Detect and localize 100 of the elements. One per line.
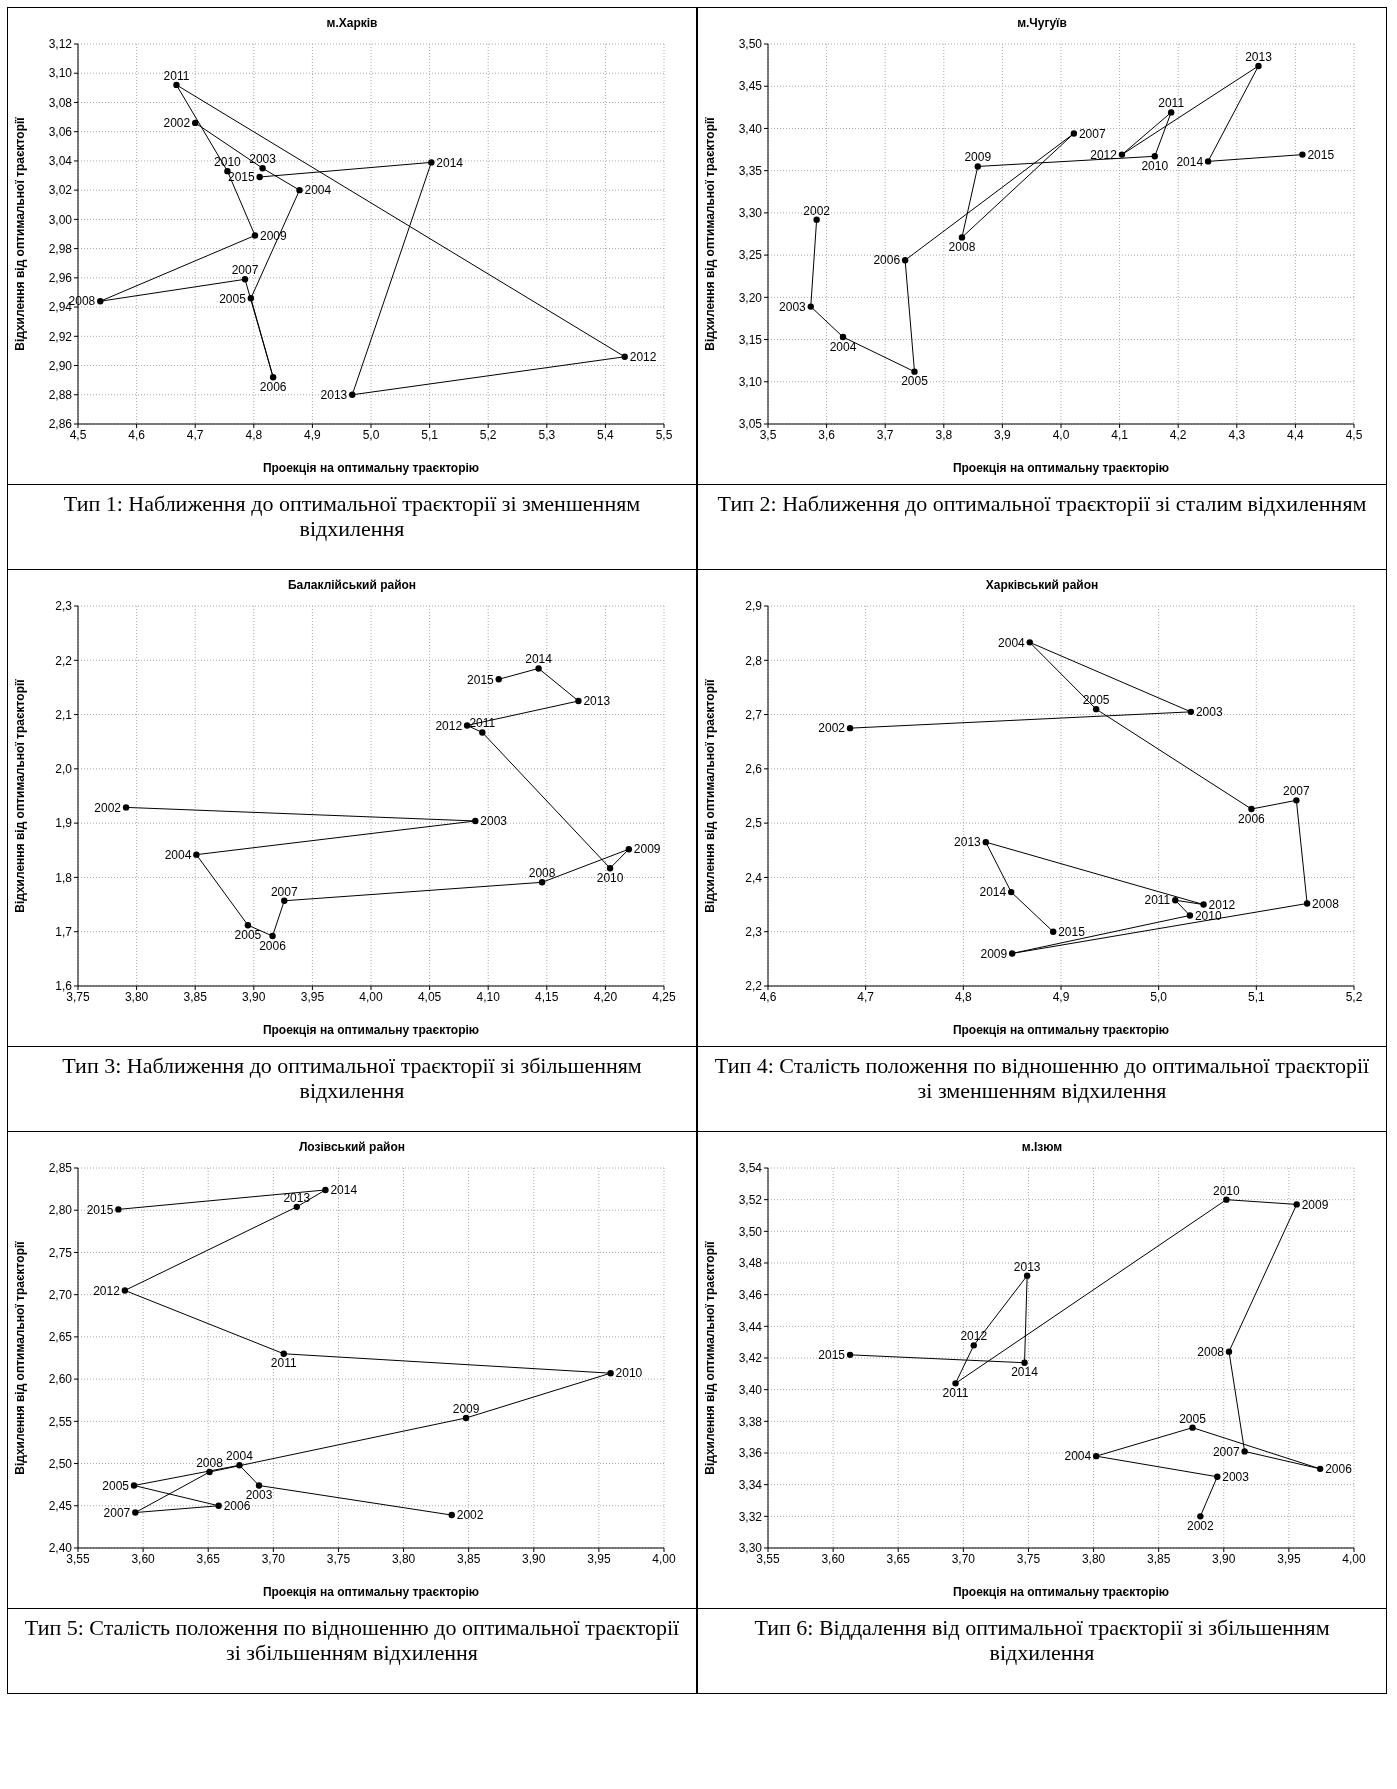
annotation: 2002	[94, 800, 122, 815]
y-tick-label: 3,15	[738, 332, 763, 347]
annotation: 2013	[954, 835, 982, 850]
annotation: 2013	[283, 1190, 311, 1205]
y-tick-label: 2,4	[745, 870, 763, 885]
y-tick-label: 2,0	[55, 762, 73, 777]
y-tick-label: 3,38	[738, 1414, 763, 1429]
x-tick-label: 5,1	[421, 427, 439, 442]
chart-title: м.Харків	[325, 15, 379, 32]
annotation: 2009	[452, 1401, 480, 1416]
annotation: 2012	[435, 718, 463, 733]
annotation: 2007	[1212, 1444, 1240, 1459]
y-tick-label: 3,12	[48, 37, 73, 52]
annotation: 2014	[979, 885, 1007, 900]
y-tick-label: 3,10	[48, 66, 73, 81]
text: Тип 4: Сталість положення по відношенню до оптимальної траєкторії зі зменшенням відхилення	[714, 1053, 1370, 1104]
x-tick-label: 3,70	[951, 1551, 976, 1566]
x-tick-label: 3,80	[1081, 1551, 1106, 1566]
x-tick-label: 5,0	[362, 427, 380, 442]
x-tick-label: 5,2	[479, 427, 497, 442]
y-tick-label: 3,36	[738, 1446, 763, 1461]
y-tick-label: 2,8	[745, 653, 763, 668]
y-tick-label: 3,40	[738, 1382, 763, 1397]
annotation: 2004	[1064, 1449, 1092, 1464]
annotation: 2004	[829, 339, 857, 354]
annotation: 2003	[249, 152, 277, 167]
y-tick-label: 3,50	[738, 37, 763, 52]
annotation: 2008	[1197, 1344, 1225, 1359]
annotation: 2002	[803, 203, 831, 218]
y-tick-label: 2,45	[48, 1499, 73, 1514]
x-tick-label: 4,00	[359, 989, 383, 1004]
x-tick-label: 4,25	[652, 989, 676, 1004]
chart-title: Лозівський район	[297, 1139, 407, 1156]
annotation: 2002	[818, 721, 846, 736]
annotation: 2010	[615, 1366, 643, 1381]
x-tick-label: 4,9	[1052, 989, 1070, 1004]
annotation: 2012	[629, 350, 657, 365]
y-tick-label: 2,3	[745, 924, 763, 939]
annotation: 2005	[219, 291, 247, 306]
annotation: 2005	[901, 374, 929, 389]
x-tick-label: 3,9	[994, 427, 1012, 442]
y-tick-label: 2,60	[48, 1372, 73, 1387]
chart-title: Балаклійський район	[286, 577, 418, 594]
x-tick-label: 4,00	[652, 1551, 676, 1566]
y-tick-label: 3,10	[738, 375, 763, 390]
x-tick-label: 4,20	[593, 989, 618, 1004]
annotation: 2015	[467, 672, 495, 687]
annotation: 2015	[227, 170, 255, 185]
x-tick-label: 4,6	[128, 427, 146, 442]
y-tick-label: 2,75	[48, 1245, 73, 1260]
x-axis-title: Проекція на оптимальну траєкторію	[262, 1023, 480, 1037]
annotation: 2009	[259, 228, 287, 243]
y-axis-title: Відхилення від оптимальної траєкторії	[703, 1240, 718, 1475]
y-tick-label: 2,85	[48, 1161, 73, 1176]
x-tick-label: 4,5	[1345, 427, 1363, 442]
text: Тип 6: Віддалення від оптимальної траєкторії зі збільшенням відхилення	[753, 1615, 1331, 1666]
x-tick-label: 3,75	[326, 1551, 351, 1566]
x-axis-title: Проекція на оптимальну траєкторію	[952, 1023, 1170, 1037]
x-tick-label: 5,2	[1345, 989, 1363, 1004]
x-tick-label: 3,85	[183, 989, 208, 1004]
x-axis-title: Проекція на оптимальну траєкторію	[262, 1585, 480, 1599]
x-tick-label: 4,10	[476, 989, 501, 1004]
x-tick-label: 3,95	[300, 989, 325, 1004]
text: Тип 2: Наближення до оптимальної траєкторії зі сталим відхиленням	[716, 491, 1368, 517]
x-tick-label: 4,7	[186, 427, 204, 442]
x-tick-label: 4,2	[1169, 427, 1187, 442]
annotation: 2009	[633, 842, 661, 857]
y-tick-label: 3,04	[48, 154, 73, 169]
annotation: 2013	[1245, 49, 1273, 64]
y-tick-label: 3,06	[48, 124, 73, 139]
y-tick-label: 2,9	[745, 599, 763, 614]
x-tick-label: 3,90	[522, 1551, 546, 1566]
annotation: 2009	[980, 946, 1008, 961]
x-tick-label: 4,7	[857, 989, 875, 1004]
annotation: 2006	[223, 1499, 251, 1514]
x-tick-label: 3,60	[821, 1551, 846, 1566]
y-tick-label: 3,30	[738, 206, 763, 221]
annotation: 2015	[86, 1202, 114, 1217]
x-tick-label: 3,90	[242, 989, 266, 1004]
y-tick-label: 2,90	[48, 358, 73, 373]
annotation: 2002	[1186, 1518, 1215, 1533]
annotation: 2015	[1058, 924, 1086, 939]
annotation: 2004	[998, 635, 1026, 650]
y-tick-label: 1,8	[55, 870, 73, 885]
y-tick-label: 3,54	[738, 1161, 763, 1176]
y-axis-title: Відхилення від оптимальної траєкторії	[703, 678, 718, 913]
y-tick-label: 3,32	[738, 1509, 763, 1524]
annotation: 2008	[196, 1456, 224, 1470]
annotation: 2003	[480, 814, 508, 829]
x-tick-label: 3,75	[66, 989, 90, 1004]
x-tick-label: 4,00	[1342, 1551, 1366, 1566]
y-tick-label: 2,7	[745, 707, 763, 722]
annotation: 2012	[1090, 147, 1118, 162]
annotation: 2006	[259, 938, 287, 953]
annotation: 2004	[226, 1449, 254, 1464]
annotation: 2011	[942, 1385, 969, 1400]
y-tick-label: 2,88	[48, 388, 73, 403]
annotation: 2011	[1158, 96, 1185, 111]
x-tick-label: 3,8	[935, 427, 953, 442]
x-tick-label: 4,3	[1228, 427, 1246, 442]
